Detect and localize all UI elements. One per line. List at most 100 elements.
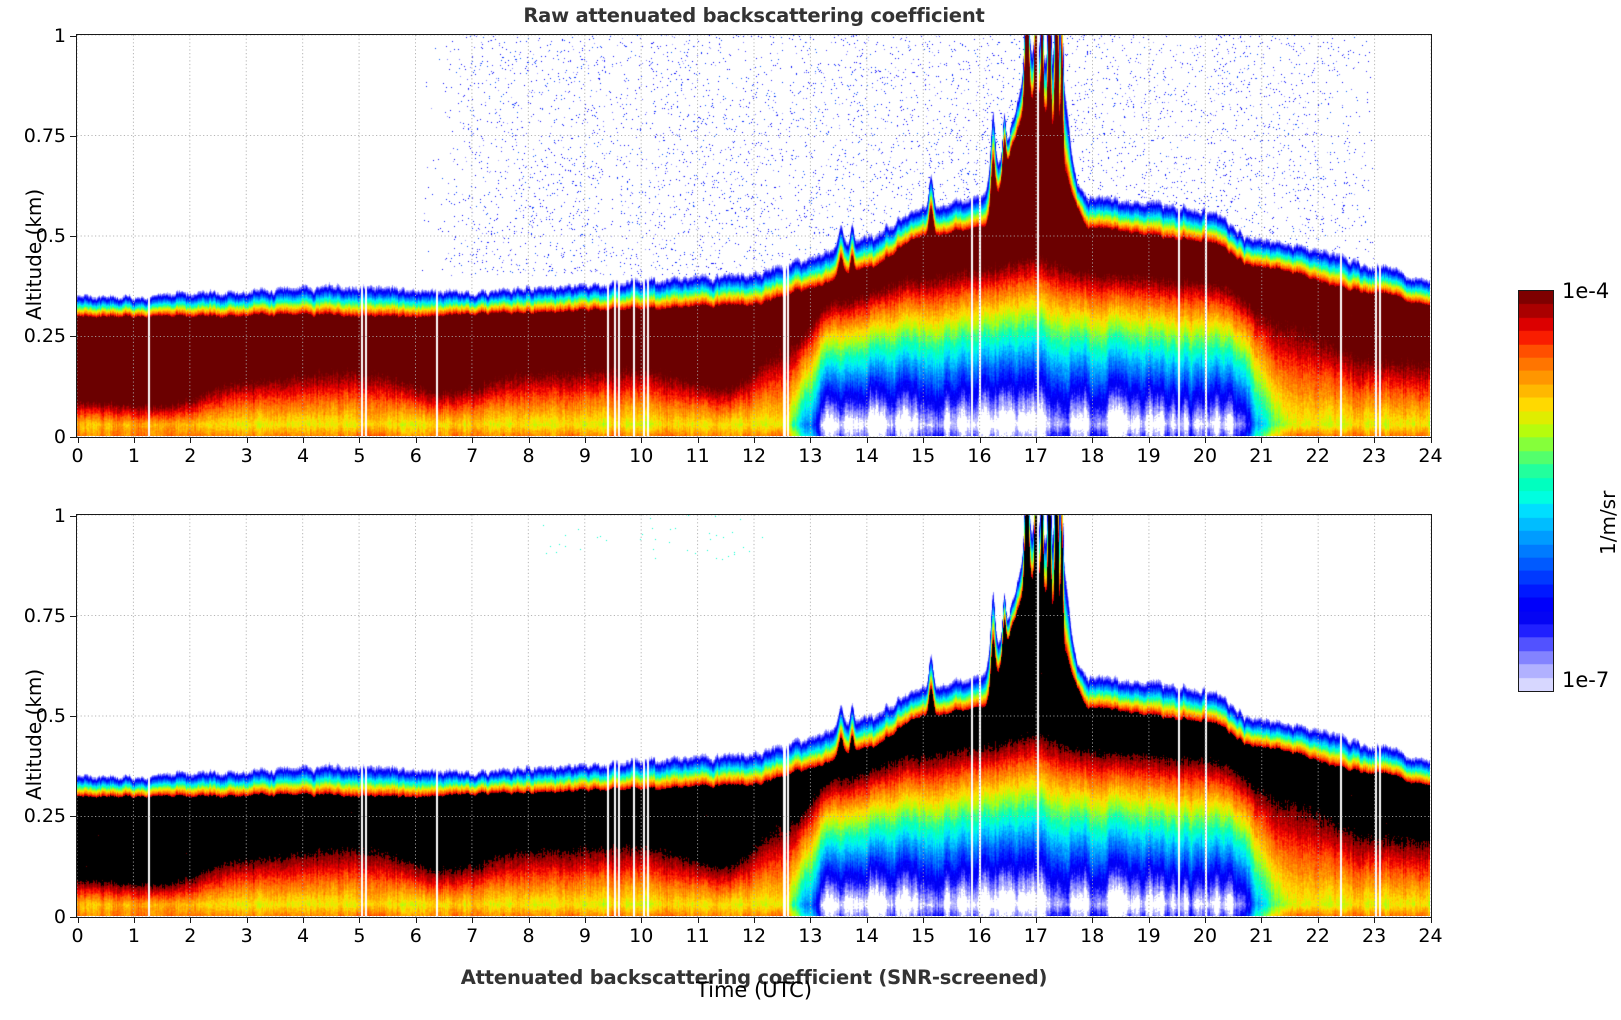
panel-title-raw: Raw attenuated backscattering coefficien… [523, 4, 985, 27]
y-axis-label-raw: Altitude (km) [22, 188, 46, 320]
x-tick [190, 437, 192, 443]
x-tick-label: 4 [296, 445, 310, 467]
panel-raw: Raw attenuated backscattering coefficien… [0, 0, 1460, 480]
x-tick [1261, 917, 1263, 923]
x-tick-label: 10 [629, 445, 654, 467]
x-tick-label: 14 [854, 445, 879, 467]
x-tick [641, 437, 643, 443]
y-tick-label: 0.5 [35, 705, 66, 727]
x-tick [1261, 437, 1263, 443]
x-tick-label: 18 [1080, 925, 1105, 947]
x-tick-label: 14 [854, 925, 879, 947]
x-tick [584, 917, 586, 923]
x-tick-label: 11 [685, 445, 710, 467]
x-tick-label: 5 [353, 445, 366, 467]
x-tick-label: 2 [184, 925, 197, 947]
x-tick [697, 437, 699, 443]
y-tick [70, 716, 76, 717]
x-tick [1205, 437, 1206, 443]
x-tick [810, 437, 812, 443]
y-tick-label: 1 [53, 504, 66, 527]
x-tick [810, 917, 812, 923]
plot-area-raw[interactable] [76, 34, 1432, 438]
x-tick [754, 917, 755, 923]
x-tick-label: 11 [685, 925, 710, 947]
x-tick [1035, 917, 1037, 923]
x-tick [472, 437, 474, 443]
y-tick-label: 1 [53, 24, 66, 47]
x-tick [584, 437, 586, 443]
y-tick-label: 0.25 [23, 325, 66, 348]
x-tick-label: 16 [967, 925, 992, 947]
x-tick [1317, 917, 1319, 923]
x-tick [923, 917, 925, 923]
x-tick [472, 917, 474, 923]
y-tick [70, 515, 76, 517]
x-tick-label: 24 [1418, 925, 1443, 947]
y-tick [70, 436, 76, 438]
x-tick [754, 437, 755, 443]
y-tick [70, 816, 76, 818]
x-tick-label: 22 [1305, 925, 1330, 947]
x-tick [1092, 437, 1094, 443]
x-tick-label: 22 [1305, 445, 1330, 467]
x-tick-label: 7 [466, 925, 479, 947]
colorbar-max-label: 1e-4 [1562, 279, 1610, 303]
x-tick-label: 20 [1192, 445, 1218, 467]
y-tick-label: 0.5 [35, 225, 66, 247]
plot-area-screened[interactable] [76, 514, 1432, 918]
x-tick [190, 917, 192, 923]
heatmap-canvas-screened [77, 515, 1430, 916]
x-tick [866, 917, 868, 923]
colorbar-min-label: 1e-7 [1562, 668, 1610, 692]
x-tick-label: 0 [71, 445, 84, 467]
x-tick-label: 6 [409, 445, 422, 467]
x-tick-label: 21 [1249, 925, 1274, 947]
x-tick-label: 12 [741, 445, 767, 467]
x-tick-label: 19 [1136, 925, 1161, 947]
x-tick [77, 917, 79, 923]
x-tick [979, 437, 981, 443]
y-tick [70, 135, 76, 137]
x-tick-label: 1 [127, 925, 140, 947]
x-tick-label: 15 [911, 445, 936, 467]
x-tick-label: 21 [1249, 445, 1274, 467]
x-tick-label: 7 [466, 445, 479, 467]
x-tick-label: 0 [71, 925, 84, 947]
x-tick-label: 6 [409, 925, 422, 947]
x-tick-label: 16 [967, 445, 992, 467]
x-tick [1092, 917, 1094, 923]
x-tick-label: 9 [578, 445, 591, 467]
x-tick-label: 4 [296, 925, 310, 947]
x-tick [415, 437, 417, 443]
x-tick-label: 1 [127, 445, 140, 467]
x-tick-label: 18 [1080, 445, 1105, 467]
y-tick-label: 0.25 [23, 805, 66, 828]
y-tick [70, 35, 76, 37]
x-tick [246, 437, 248, 443]
x-tick-label: 13 [798, 925, 823, 947]
y-tick [70, 916, 76, 918]
x-tick [528, 917, 530, 923]
y-tick [70, 236, 76, 237]
x-tick-label: 17 [1023, 925, 1048, 947]
y-tick-label: 0.75 [23, 124, 66, 147]
y-tick [70, 336, 76, 338]
x-tick [923, 437, 925, 443]
x-tick [415, 917, 417, 923]
x-tick-label: 15 [911, 925, 936, 947]
y-axis-label-screened: Altitude (km) [22, 668, 46, 800]
x-tick-label: 3 [240, 925, 253, 947]
x-tick-label: 12 [741, 925, 767, 947]
panel-title-screened: Attenuated backscattering coefficient (S… [460, 966, 1048, 989]
y-tick [70, 615, 76, 617]
colorbar-gradient [1518, 290, 1554, 692]
x-tick [1374, 917, 1376, 923]
x-tick-label: 23 [1362, 445, 1387, 467]
colorbar[interactable] [1518, 290, 1554, 692]
x-tick [359, 437, 361, 443]
x-tick-label: 13 [798, 445, 823, 467]
x-tick [303, 437, 304, 443]
x-tick [866, 437, 868, 443]
